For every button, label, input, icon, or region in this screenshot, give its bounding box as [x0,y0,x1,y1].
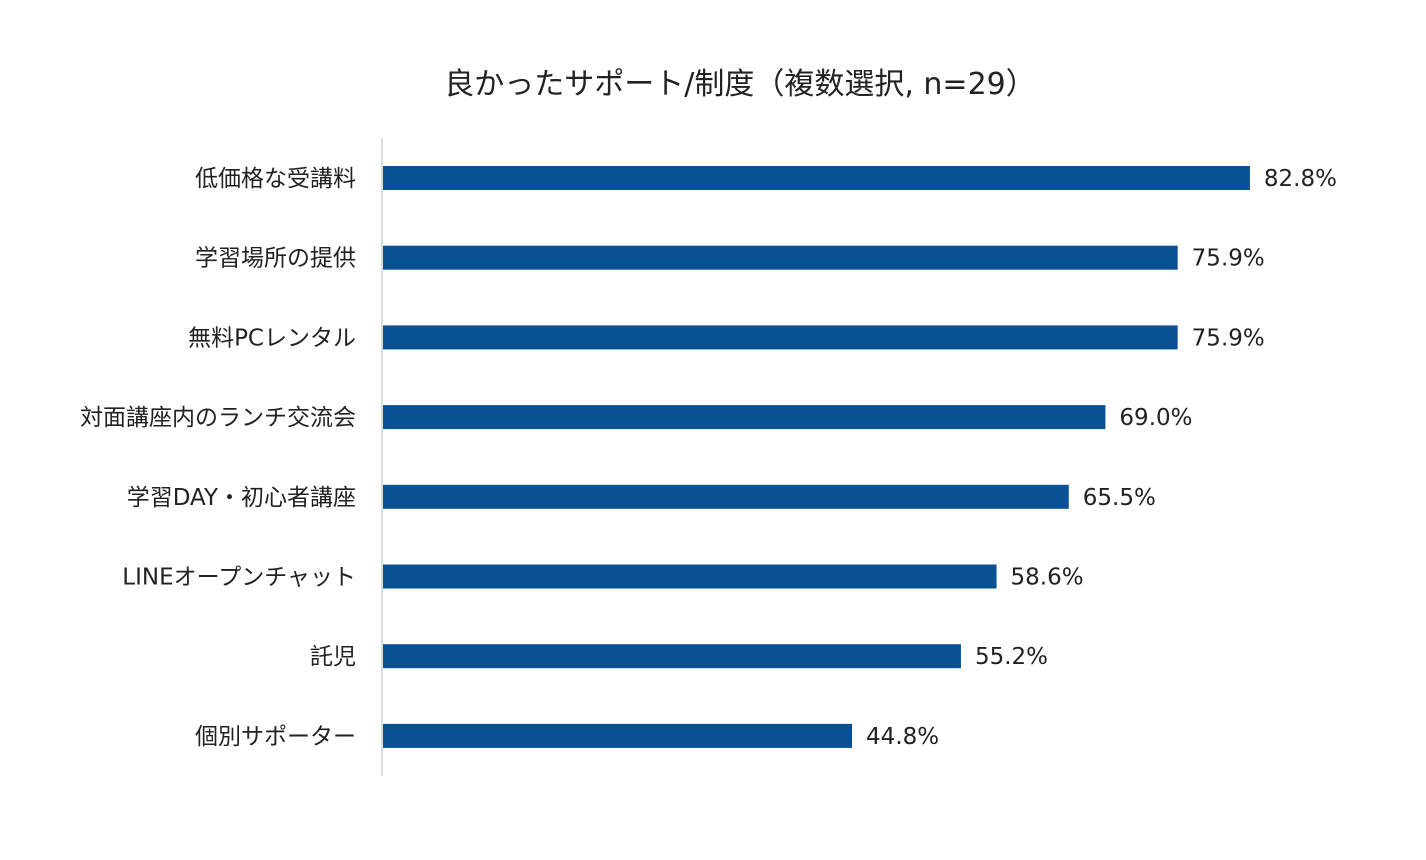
value-label: 44.8% [866,724,939,750]
bar-series: 低価格な受講料 82.8% 学習場所の提供 75.9% 無料PCレンタル 75.9% 対面講… [80,166,1337,750]
category-label: 個別サポーター [195,724,356,750]
bar [383,564,997,589]
bar [383,723,853,748]
bar [383,245,1178,270]
bar [383,484,1069,509]
bar [383,644,961,669]
category-label: 学習DAY・初心者講座 [127,485,356,511]
value-label: 69.0% [1119,405,1192,431]
category-label: 託児 [310,644,356,670]
value-label: 55.2% [975,644,1048,670]
value-label: 82.8% [1264,166,1337,192]
category-label: 対面講座内のランチ交流会 [80,405,356,431]
category-label: LINEオープンチャット [122,565,356,591]
value-label: 75.9% [1192,325,1265,351]
bar [383,405,1106,430]
value-label: 75.9% [1192,246,1265,272]
value-label: 58.6% [1011,565,1084,591]
bar [383,325,1178,350]
bar [383,166,1250,190]
value-label: 65.5% [1083,485,1156,511]
category-label: 学習場所の提供 [195,246,356,272]
category-label: 無料PCレンタル [188,325,356,351]
category-label: 低価格な受講料 [195,166,356,192]
chart-title: 良かったサポート/制度（複数選択, n=29） [444,67,1036,102]
